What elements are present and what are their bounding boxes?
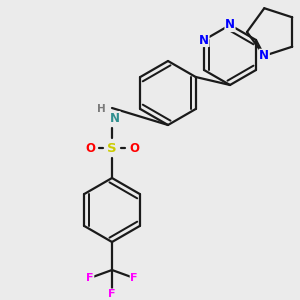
Text: F: F [130,273,138,283]
Text: F: F [108,289,116,299]
Text: S: S [107,142,117,154]
Text: N: N [259,49,269,62]
Text: F: F [86,273,94,283]
Text: H: H [97,104,105,114]
Text: O: O [129,142,139,154]
Text: N: N [199,34,209,46]
Text: N: N [110,112,120,124]
Text: N: N [225,19,235,32]
Text: O: O [85,142,95,154]
